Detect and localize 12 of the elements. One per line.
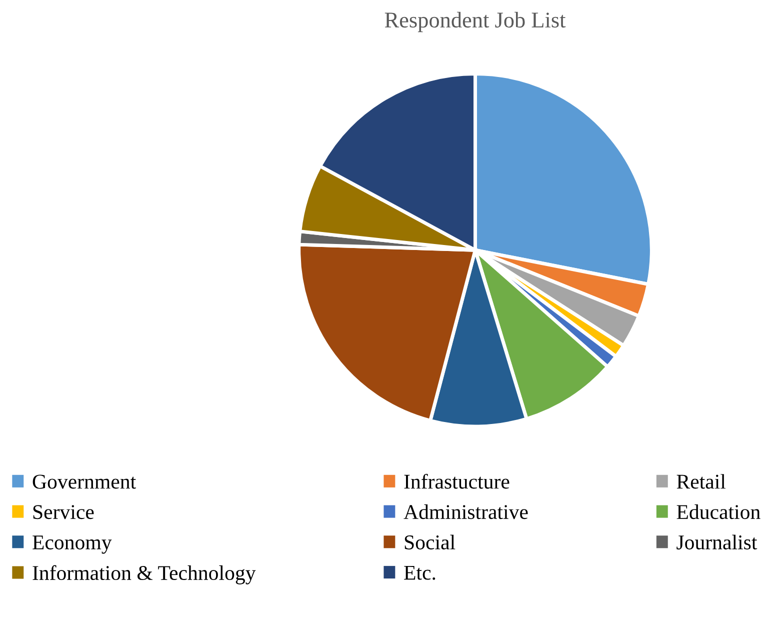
legend-label: Journalist [676,534,758,550]
legend-label: Information & Technology [32,565,256,584]
legend-label: Infrastucture [404,474,510,489]
legend-label: Education [676,504,760,520]
chart-title: Respondent Job List [384,12,566,32]
legend-label: Social [404,534,456,550]
legend-label: Economy [32,536,112,554]
legend-label: Service [33,505,94,520]
legend-label: Administrative [404,504,528,520]
legend-label: Etc. [404,566,436,580]
legend-label: Government [32,474,136,489]
legend-label: Retail [676,474,726,489]
